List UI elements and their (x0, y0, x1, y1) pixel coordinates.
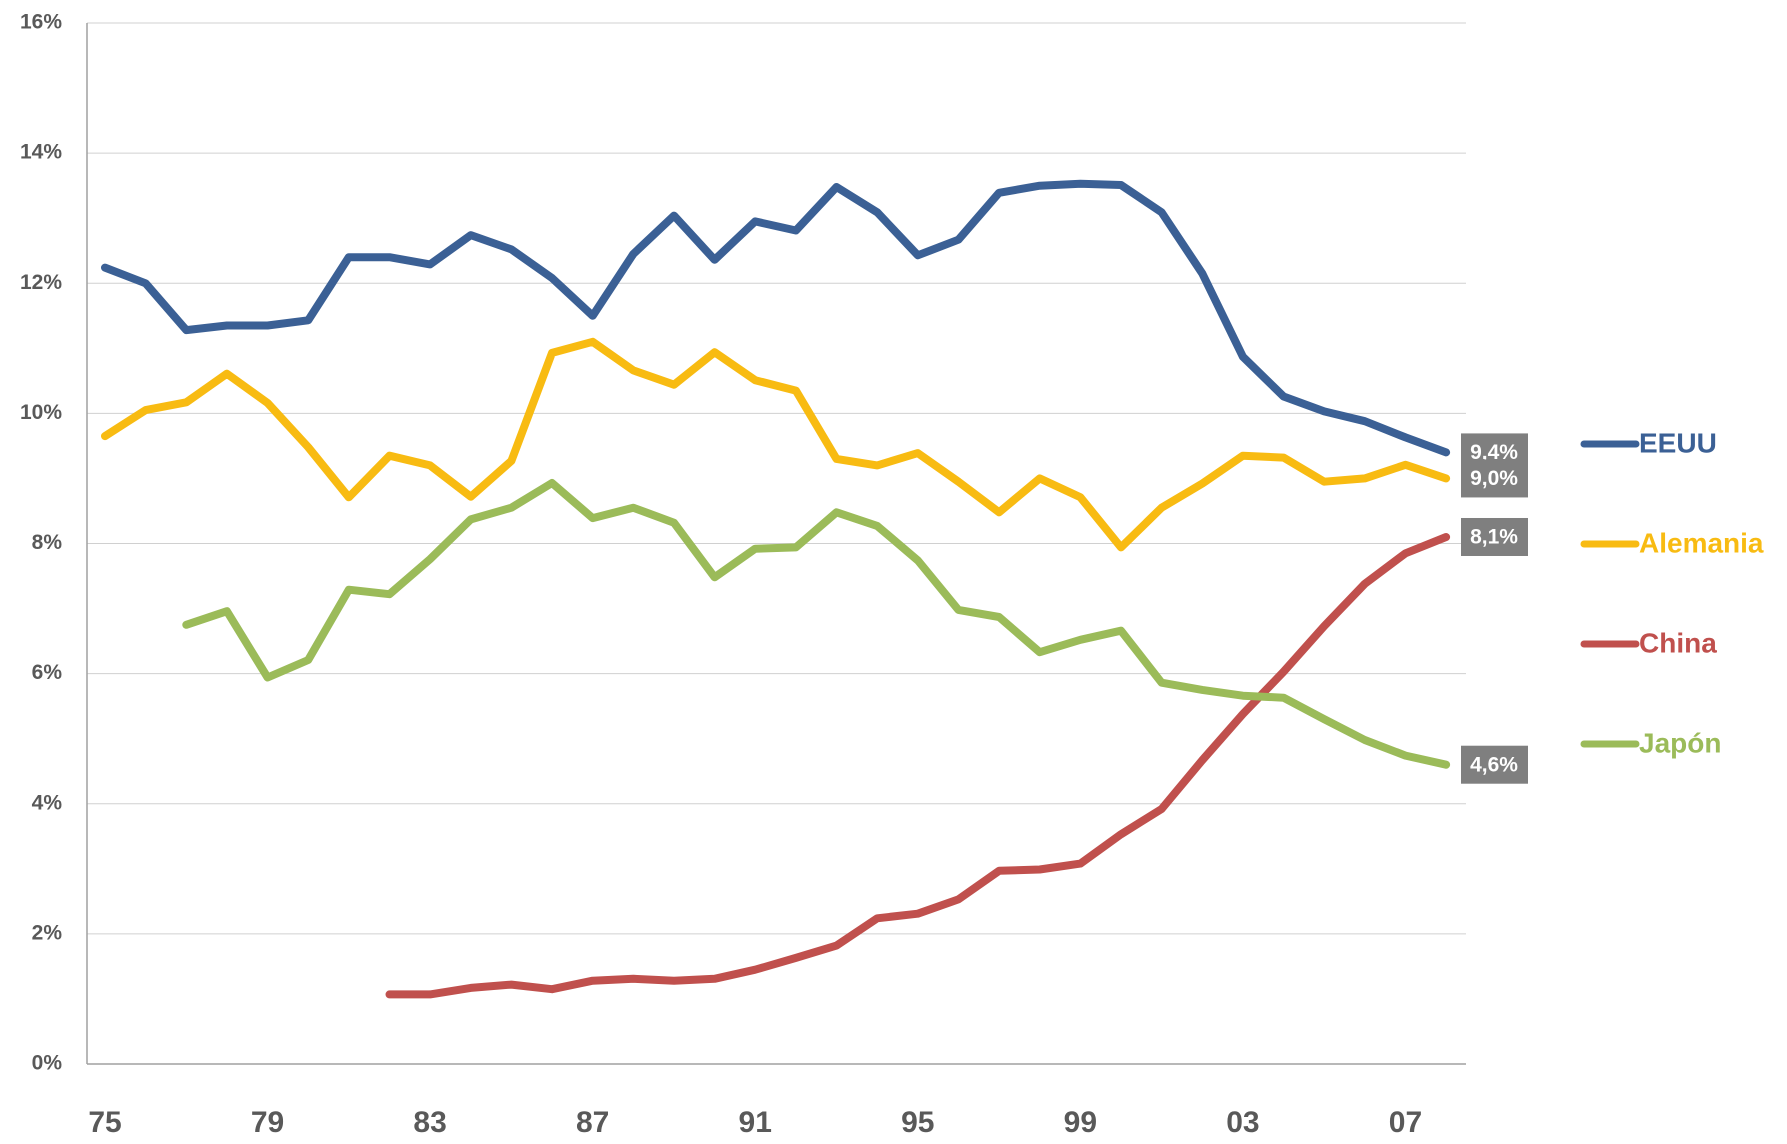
series-line (182, 479, 1451, 769)
legend-label: EEUU (1639, 427, 1717, 458)
y-tick-label: 12% (20, 271, 62, 294)
y-tick-label: 2% (32, 921, 63, 944)
legend-label: Japón (1639, 727, 1721, 758)
value-label: 4,6% (1461, 745, 1528, 784)
x-tick-label: 75 (88, 1106, 121, 1139)
x-tick-label: 95 (901, 1106, 934, 1139)
y-tick-label: 8% (32, 531, 63, 554)
x-tick-label: 99 (1064, 1106, 1097, 1139)
series-line (101, 179, 1451, 457)
value-label-box (1461, 745, 1528, 784)
value-label-box (1461, 517, 1528, 556)
x-tick-label: 87 (576, 1106, 609, 1139)
value-label-text: 9,0% (1470, 467, 1518, 490)
y-tick-label: 0% (32, 1052, 63, 1075)
x-tick-label: 91 (739, 1106, 772, 1139)
y-tick-label: 16% (20, 11, 62, 34)
value-label-text: 4,6% (1470, 753, 1518, 776)
series-line (385, 533, 1451, 999)
y-tick-label: 6% (32, 661, 63, 684)
y-tick-label: 10% (20, 401, 62, 424)
value-label-text: 9,4% (1470, 441, 1518, 464)
x-tick-label: 83 (413, 1106, 446, 1139)
value-label: 8,1% (1461, 517, 1528, 556)
x-tick-label: 79 (251, 1106, 284, 1139)
y-tick-label: 4% (32, 791, 63, 814)
legend-label: China (1639, 627, 1717, 658)
value-label-box (1461, 459, 1528, 498)
series-line (101, 337, 1451, 552)
x-tick-label: 07 (1389, 1106, 1422, 1139)
legend-label: Alemania (1639, 527, 1764, 558)
x-tick-label: 03 (1226, 1106, 1259, 1139)
y-tick-label: 14% (20, 141, 62, 164)
value-label: 9,0% (1461, 459, 1528, 498)
value-label-text: 8,1% (1470, 526, 1518, 549)
